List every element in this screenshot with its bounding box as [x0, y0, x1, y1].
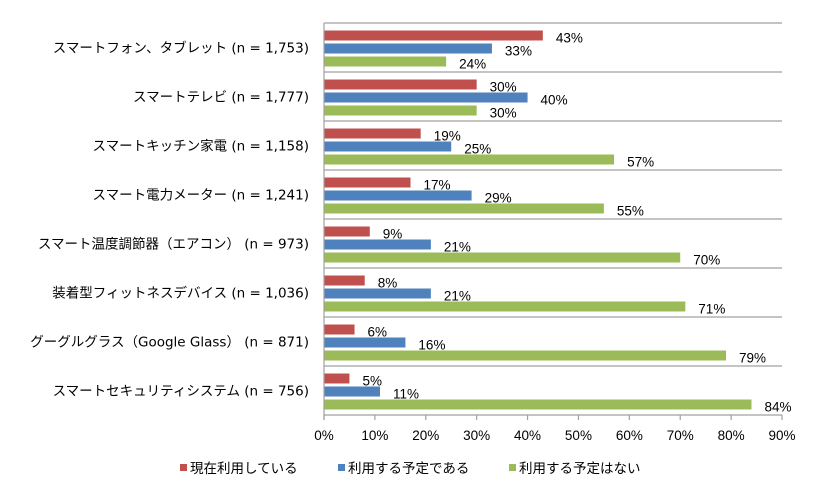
bar-3 [324, 203, 604, 214]
bars [324, 30, 752, 410]
data-label: 84% [764, 400, 791, 415]
bar-2 [324, 386, 380, 397]
data-label: 19% [434, 129, 461, 144]
bar-1 [324, 226, 370, 237]
bar-1 [324, 128, 421, 139]
category-label: スマート温度調節器（エアコン） (n = 973) [38, 237, 309, 253]
x-tick-label: 80% [718, 428, 745, 443]
bar-1 [324, 324, 355, 335]
bar-1 [324, 30, 543, 41]
data-label: 71% [698, 302, 725, 317]
bar-2 [324, 288, 431, 299]
bar-3 [324, 252, 681, 263]
data-label: 30% [490, 80, 517, 95]
category-label: グーグルグラス（Google Glass） (n = 871) [30, 335, 309, 351]
bar-3 [324, 56, 447, 67]
legend-label: 現在利用している [190, 461, 298, 477]
data-label: 29% [485, 191, 512, 206]
data-label: 79% [739, 351, 766, 366]
grid-lines [324, 22, 782, 416]
data-label: 24% [459, 57, 486, 72]
data-label: 6% [368, 325, 388, 340]
bar-1 [324, 373, 350, 384]
category-label: 装着型フィットネスデバイス (n = 1,036) [52, 285, 309, 302]
data-label: 33% [505, 44, 532, 59]
bar-2 [324, 43, 492, 54]
legend-swatch-3 [509, 464, 516, 471]
data-label: 30% [490, 106, 517, 121]
category-label: スマート電力メーター (n = 1,241) [92, 188, 309, 204]
data-label: 21% [444, 289, 471, 304]
x-tick-label: 0% [314, 428, 334, 443]
data-label: 8% [378, 276, 398, 291]
data-label: 57% [627, 155, 654, 170]
bar-2 [324, 92, 528, 103]
x-axis: 0% 10% 20% 30% 40% 50% 60% 70% 80% 90% [314, 23, 796, 443]
data-label: 21% [444, 240, 471, 255]
bar-2 [324, 337, 406, 348]
x-tick-label: 90% [768, 428, 795, 443]
legend-swatch-2 [338, 464, 345, 471]
bar-3 [324, 350, 727, 361]
data-label: 16% [418, 338, 445, 353]
bar-2 [324, 190, 472, 201]
legend-label: 利用する予定はない [519, 461, 641, 477]
category-label: スマートフォン、タブレット (n = 1,753) [53, 40, 309, 57]
data-label: 55% [617, 204, 644, 219]
data-label: 43% [556, 31, 583, 46]
data-labels: 43% 33% 24% 30% 40% 30% 19%25% 57% 17% 29% 55% 9% 21… [362, 31, 791, 415]
bar-2 [324, 239, 431, 250]
bar-2 [324, 141, 452, 152]
bar-3 [324, 399, 752, 410]
bar-3 [324, 301, 686, 312]
bar-1 [324, 79, 477, 90]
x-tick-label: 70% [667, 428, 694, 443]
bar-1 [324, 275, 365, 286]
x-tick-label: 40% [514, 428, 541, 443]
bar-1 [324, 177, 411, 188]
data-label: 17% [424, 178, 451, 193]
category-label: スマートテレビ (n = 1,777) [133, 90, 309, 106]
x-tick-label: 50% [565, 428, 592, 443]
x-tick-label: 10% [361, 428, 388, 443]
data-label: 70% [693, 253, 720, 268]
category-label: スマートキッチン家電 (n = 1,158) [92, 138, 309, 155]
bar-3 [324, 105, 477, 116]
legend-swatch-1 [180, 464, 187, 471]
legend: 現在利用している 利用する予定である 利用する予定はない [180, 461, 641, 477]
data-label: 25% [464, 142, 491, 157]
x-tick-label: 30% [463, 428, 490, 443]
data-label: 11% [393, 387, 419, 402]
x-tick-label: 20% [412, 428, 439, 443]
legend-label: 利用する予定である [348, 461, 469, 477]
category-labels: スマートフォン、タブレット (n = 1,753) スマートテレビ (n = 1,… [30, 40, 309, 400]
category-label: スマートセキュリティシステム (n = 756) [53, 384, 309, 400]
data-label: 9% [383, 227, 403, 242]
data-label: 5% [362, 374, 382, 389]
x-tick-label: 60% [616, 428, 643, 443]
data-label: 40% [541, 93, 568, 108]
bar-3 [324, 154, 615, 165]
